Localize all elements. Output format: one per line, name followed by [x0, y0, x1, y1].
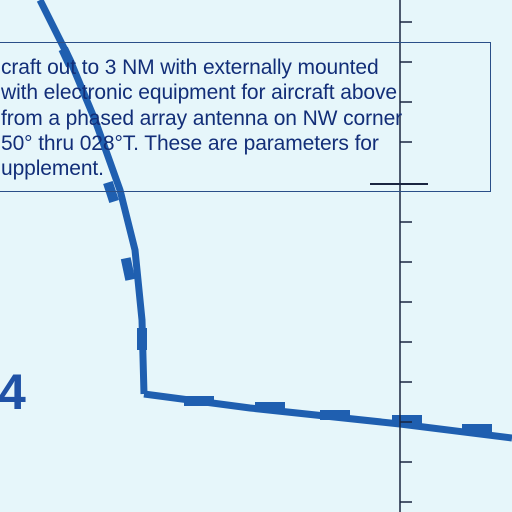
area-number-label: 4 [0, 364, 26, 420]
chart-note-line: with electronic equipment for aircraft a… [1, 81, 397, 104]
chart-note-line: from a phased array antenna on NW corner [1, 107, 403, 130]
chart-note-box: craft out to 3 NM with externally mounte… [0, 42, 491, 192]
chart-note-line: upplement. [1, 157, 104, 180]
airspace-boundary-line [36, 0, 512, 442]
chart-note-line: craft out to 3 NM with externally mounte… [1, 56, 379, 79]
meridian-tick-scale [370, 0, 428, 512]
chart-note-line: 50° thru 028°T. These are parameters for [1, 132, 379, 155]
